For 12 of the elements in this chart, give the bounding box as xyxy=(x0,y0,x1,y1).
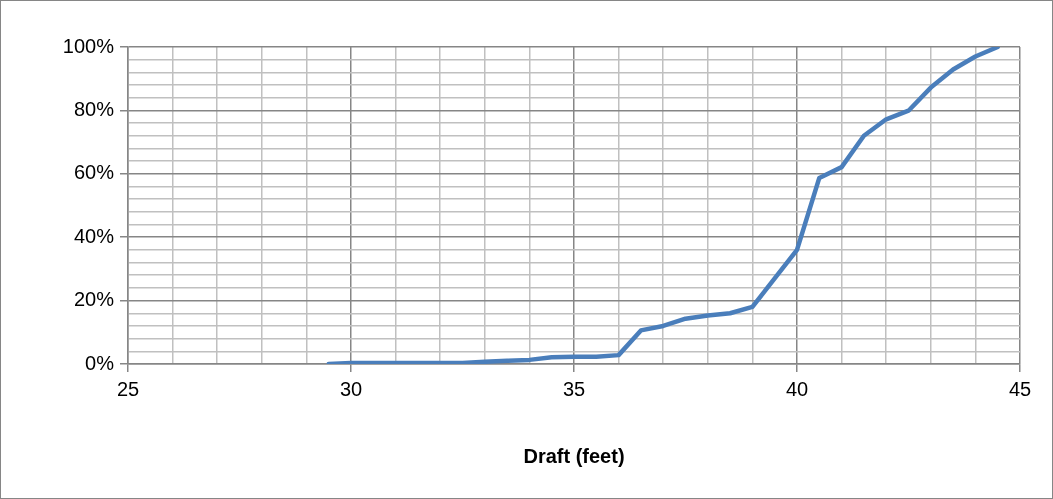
x-tick-label: 40 xyxy=(785,377,809,400)
y-tick-label: 20% xyxy=(73,288,115,311)
y-tick-label: 80% xyxy=(73,97,115,120)
x-tick-label: 35 xyxy=(562,377,586,400)
x-tick-label: 45 xyxy=(1008,377,1032,400)
x-axis-title: Draft (feet) xyxy=(523,444,625,467)
y-tick-label: 60% xyxy=(73,161,115,184)
y-tick-label: 40% xyxy=(73,224,115,247)
y-tick-label: 100% xyxy=(62,34,115,57)
y-tick-label: 0% xyxy=(85,351,115,374)
x-tick-label: 25 xyxy=(116,377,140,400)
x-tick-label: 30 xyxy=(339,377,363,400)
